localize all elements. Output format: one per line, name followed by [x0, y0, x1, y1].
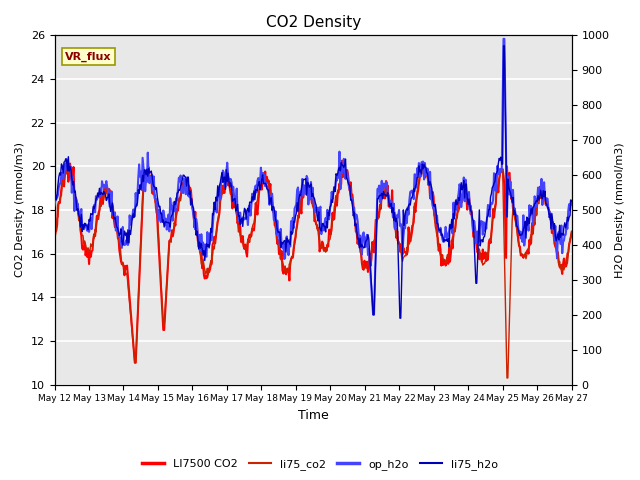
X-axis label: Time: Time — [298, 409, 328, 422]
Legend: LI7500 CO2, li75_co2, op_h2o, li75_h2o: LI7500 CO2, li75_co2, op_h2o, li75_h2o — [138, 455, 502, 474]
Y-axis label: H2O Density (mmol/m3): H2O Density (mmol/m3) — [615, 142, 625, 278]
Y-axis label: CO2 Density (mmol/m3): CO2 Density (mmol/m3) — [15, 143, 25, 277]
Text: VR_flux: VR_flux — [65, 52, 111, 62]
Title: CO2 Density: CO2 Density — [266, 15, 361, 30]
